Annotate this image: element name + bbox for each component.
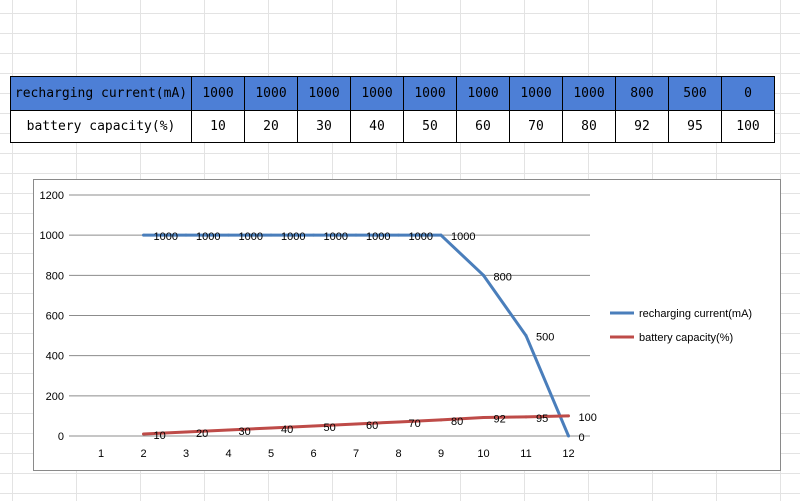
- table-cell: 95: [668, 110, 722, 143]
- x-tick-label: 8: [395, 448, 401, 460]
- data-label: 0: [579, 432, 585, 444]
- data-point: [567, 414, 570, 418]
- row-label: recharging current(mA): [10, 76, 192, 111]
- table-cell: 1000: [456, 76, 510, 111]
- data-point: [227, 233, 230, 237]
- data-label: 1000: [409, 231, 433, 243]
- row-label: battery capacity(%): [10, 110, 192, 143]
- table-cell: 1000: [509, 76, 563, 111]
- data-label: 20: [196, 428, 208, 440]
- data-label: 1000: [324, 231, 348, 243]
- x-tick-label: 9: [438, 448, 444, 460]
- table-row-capacity: battery capacity(%) 10 20 30 40 50 60 70…: [10, 110, 775, 143]
- data-label: 100: [579, 412, 597, 424]
- data-label: 40: [281, 424, 293, 436]
- data-point: [312, 233, 315, 237]
- data-point: [397, 233, 400, 237]
- data-label: 95: [536, 413, 548, 425]
- table-cell: 0: [721, 76, 775, 111]
- table-cell: 92: [615, 110, 669, 143]
- x-tick-label: 10: [477, 448, 489, 460]
- data-label: 80: [451, 416, 463, 428]
- y-tick-label: 200: [46, 391, 64, 403]
- data-point: [567, 434, 570, 438]
- y-tick-label: 400: [46, 351, 64, 363]
- data-label: 1000: [196, 231, 220, 243]
- table-cell: 1000: [350, 76, 404, 111]
- data-point: [227, 428, 230, 432]
- table-row-current: recharging current(mA) 1000 1000 1000 10…: [10, 76, 775, 111]
- y-tick-label: 1200: [40, 190, 64, 202]
- table-cell: 60: [456, 110, 510, 143]
- data-point: [269, 426, 273, 430]
- y-tick-label: 1000: [40, 230, 64, 242]
- data-point: [524, 415, 528, 419]
- data-label: 1000: [154, 231, 178, 243]
- series-line: [143, 233, 570, 437]
- data-label: 1000: [239, 231, 263, 243]
- data-label: 30: [239, 426, 251, 438]
- data-label: 800: [494, 271, 512, 283]
- table-cell: 800: [615, 76, 669, 111]
- data-label: 10: [154, 430, 166, 442]
- x-tick-label: 6: [310, 448, 316, 460]
- table-cell: 40: [350, 110, 404, 143]
- table-cell: 20: [244, 110, 298, 143]
- data-label: 50: [324, 422, 336, 434]
- table-cell: 80: [562, 110, 616, 143]
- legend-label: recharging current(mA): [639, 308, 752, 320]
- y-tick-label: 600: [46, 311, 64, 323]
- y-tick-label: 800: [46, 270, 64, 282]
- data-point: [439, 233, 443, 237]
- table-cell: 1000: [562, 76, 616, 111]
- x-tick-label: 12: [562, 448, 574, 460]
- table-cell: 30: [297, 110, 351, 143]
- table-cell: 1000: [403, 76, 457, 111]
- table-cell: 1000: [244, 76, 298, 111]
- data-point: [184, 233, 188, 237]
- data-label: 500: [536, 332, 554, 344]
- legend-label: battery capacity(%): [639, 332, 733, 344]
- x-tick-label: 1: [98, 448, 104, 460]
- x-tick-label: 2: [140, 448, 146, 460]
- data-point: [142, 432, 145, 436]
- data-point: [354, 422, 358, 426]
- data-point: [269, 233, 273, 237]
- table-cell: 70: [509, 110, 563, 143]
- data-point: [439, 418, 443, 422]
- data-table: recharging current(mA) 1000 1000 1000 10…: [10, 76, 775, 143]
- table-cell: 1000: [297, 76, 351, 111]
- data-label: 1000: [366, 231, 390, 243]
- x-tick-label: 5: [268, 448, 274, 460]
- data-point: [142, 233, 145, 237]
- data-label: 92: [494, 414, 506, 426]
- y-tick-label: 0: [58, 431, 64, 443]
- data-label: 60: [366, 420, 378, 432]
- data-point: [482, 416, 485, 420]
- data-point: [397, 420, 400, 424]
- data-point: [482, 273, 485, 277]
- x-tick-label: 11: [520, 448, 531, 460]
- x-tick-label: 4: [225, 448, 231, 460]
- table-cell: 10: [191, 110, 245, 143]
- table-cell: 500: [668, 76, 722, 111]
- data-point: [184, 430, 188, 434]
- table-cell: 100: [721, 110, 775, 143]
- data-label: 1000: [451, 231, 475, 243]
- data-label: 70: [409, 418, 421, 430]
- data-label: 1000: [281, 231, 305, 243]
- chart-container: 0 200 400 600 800 1000 1200 1 2 3 4 5 6 7 8 9 10 11 12 1000…: [33, 179, 781, 471]
- data-point: [354, 233, 358, 237]
- x-tick-label: 7: [353, 448, 359, 460]
- data-point: [524, 334, 528, 338]
- table-cell: 1000: [191, 76, 245, 111]
- data-point: [312, 424, 315, 428]
- table-cell: 50: [403, 110, 457, 143]
- x-tick-label: 3: [183, 448, 189, 460]
